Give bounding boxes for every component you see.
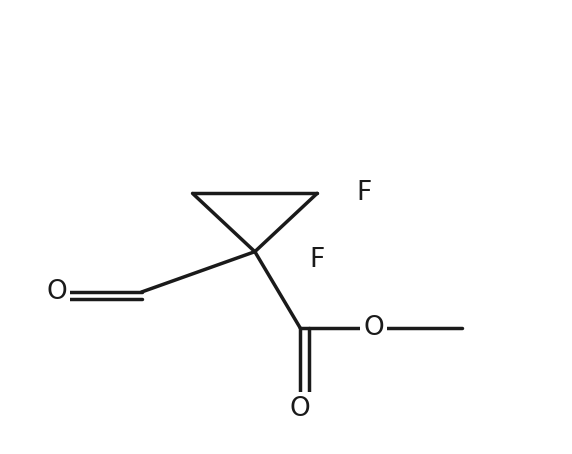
Text: F: F [357, 180, 372, 207]
Text: F: F [309, 247, 325, 273]
Text: O: O [46, 279, 67, 305]
Text: O: O [290, 395, 311, 422]
Text: O: O [363, 315, 384, 341]
